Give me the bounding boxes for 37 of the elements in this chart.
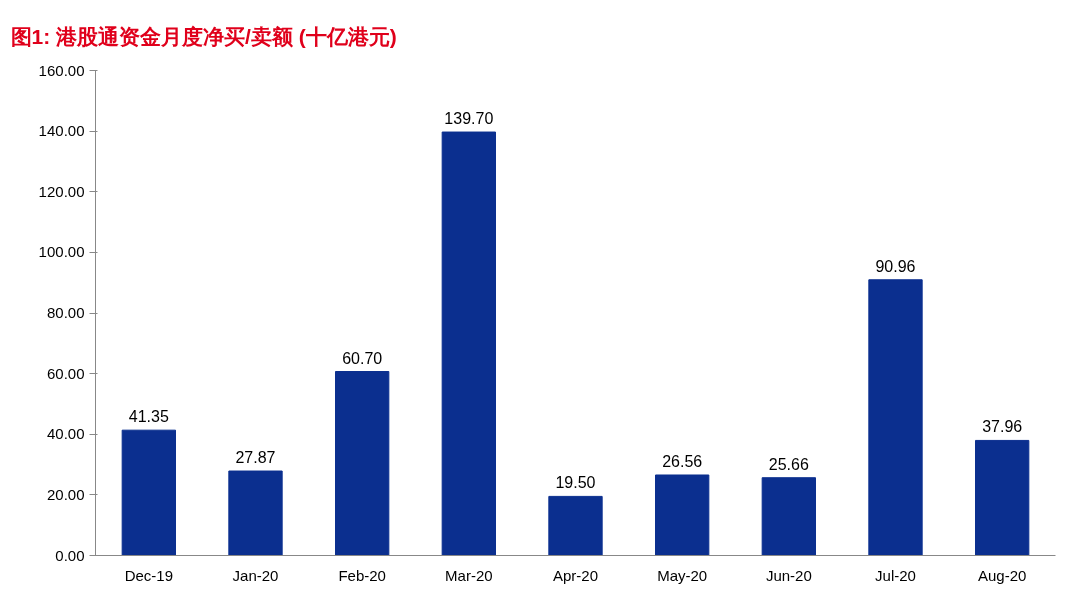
bar	[761, 477, 816, 556]
x-tick-label: Aug-20	[977, 566, 1027, 584]
y-tick-label: 100.00	[38, 243, 85, 261]
x-tick-label: Jan-20	[232, 566, 279, 584]
x-tick-label: May-20	[657, 566, 708, 584]
bar	[335, 371, 390, 556]
y-tick-label: 40.00	[46, 425, 85, 443]
y-tick-label: 80.00	[46, 304, 85, 321]
x-tick-label: Feb-20	[338, 566, 386, 584]
data-label: 26.56	[662, 452, 703, 470]
bar	[548, 495, 603, 556]
y-tick-label: 20.00	[46, 485, 85, 503]
bar	[441, 131, 496, 556]
y-tick-label: 140.00	[38, 122, 85, 140]
bar	[655, 474, 710, 556]
x-tick-label: Jul-20	[875, 566, 916, 584]
bar	[228, 470, 283, 556]
data-label: 41.35	[128, 408, 169, 426]
data-label: 60.70	[342, 349, 383, 367]
data-label: 19.50	[555, 474, 596, 492]
data-label: 27.87	[235, 449, 276, 467]
bar	[975, 439, 1030, 556]
data-label: 37.96	[982, 418, 1023, 436]
data-label: 90.96	[875, 257, 916, 275]
data-label: 139.70	[444, 110, 494, 128]
x-tick-label: Apr-20	[552, 566, 599, 584]
y-tick-label: 160.00	[38, 61, 85, 79]
x-tick-label: Mar-20	[445, 566, 493, 584]
y-tick-label: 0.00	[55, 546, 85, 564]
data-label: 25.66	[768, 455, 809, 473]
bar	[121, 429, 176, 556]
chart-title: 图1: 港股通资金月度净买/卖额 (十亿港元)	[10, 25, 397, 48]
x-tick-label: Dec-19	[124, 566, 174, 584]
bar	[868, 279, 923, 556]
y-tick-label: 60.00	[46, 364, 85, 382]
x-tick-label: Jun-20	[765, 566, 812, 584]
y-tick-label: 120.00	[38, 182, 85, 200]
